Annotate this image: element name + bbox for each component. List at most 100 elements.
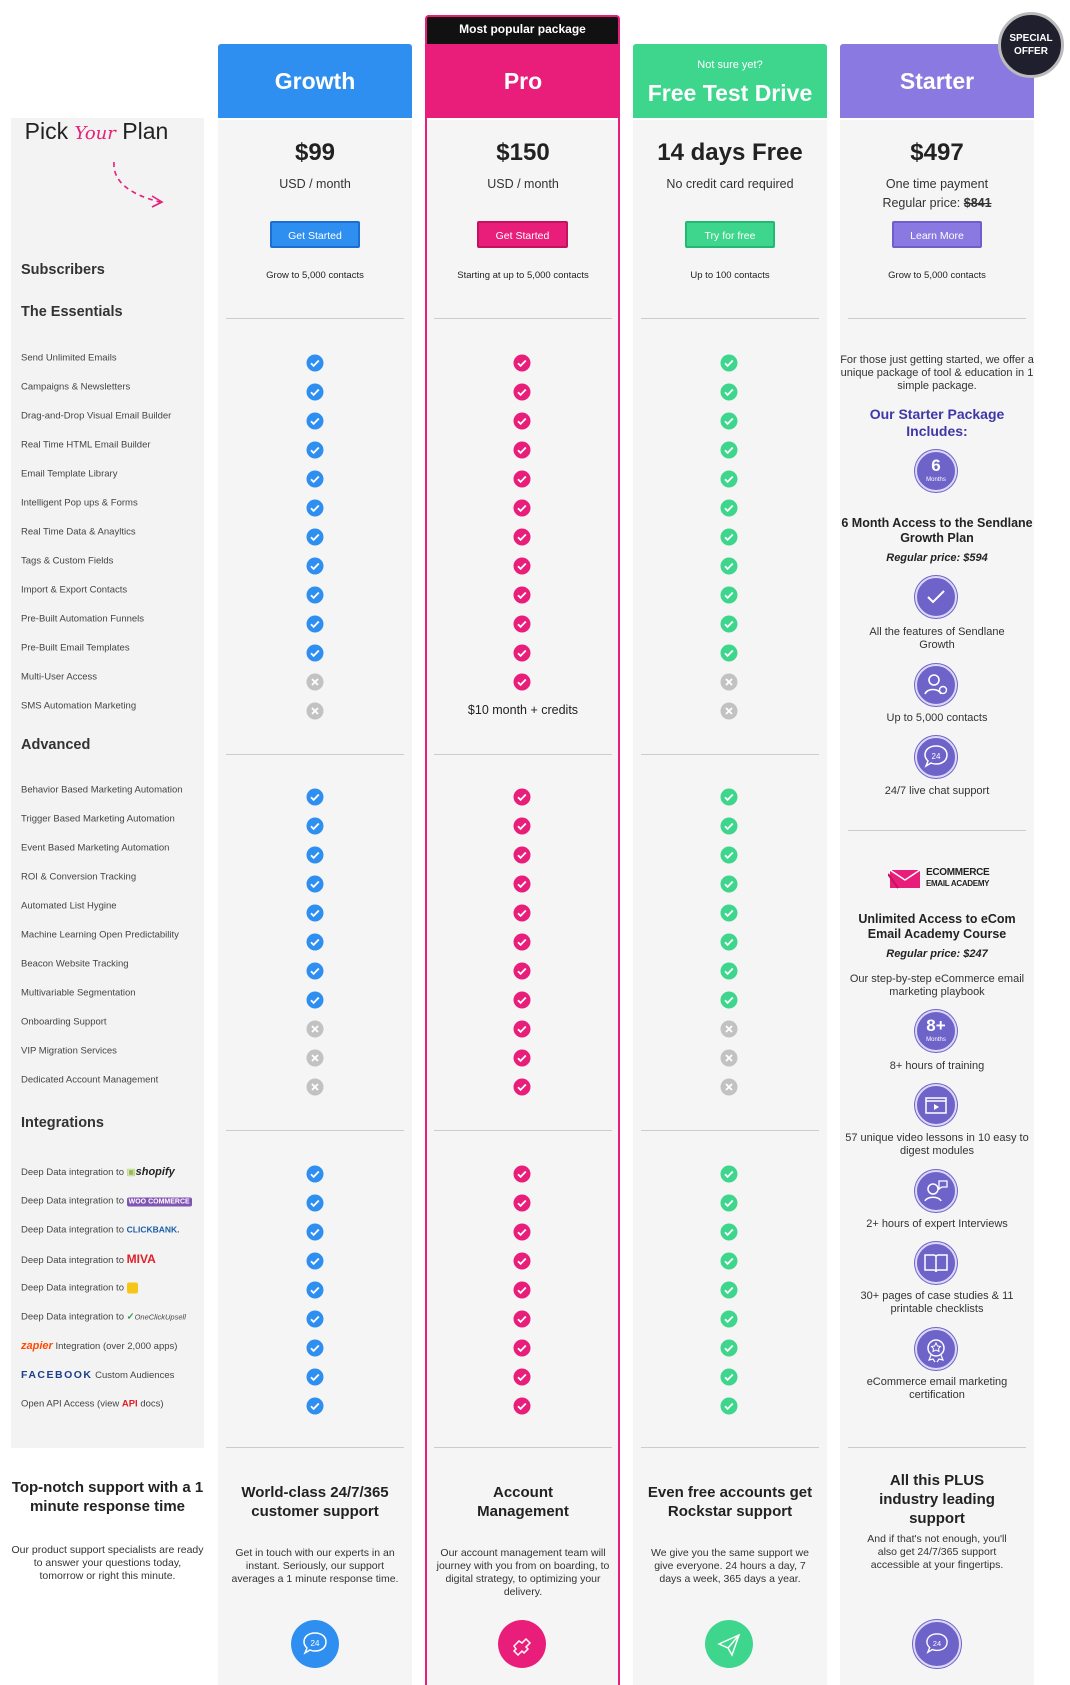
- check-icon: [513, 817, 531, 835]
- feature-label: Multivariable Segmentation: [21, 987, 136, 999]
- cross-icon: [720, 673, 738, 691]
- starter-chat: 24/7 live chat support: [884, 785, 990, 797]
- six-months-icon: 6 Months: [915, 450, 957, 492]
- check-icon: [720, 383, 738, 401]
- feature-label: Real Time Data & Anayltics: [21, 526, 136, 538]
- cross-icon: [306, 1078, 324, 1096]
- plan-word: Plan: [122, 118, 169, 144]
- section-divider: [641, 754, 819, 755]
- cross-icon: [720, 1020, 738, 1038]
- clickbank-logo: CLICKBANK.: [126, 1224, 180, 1235]
- try-free-button[interactable]: Try for free: [685, 221, 775, 248]
- starter-academy: Unlimited Access to eCom Email Academy C…: [858, 912, 1016, 941]
- check-icon: [720, 615, 738, 633]
- check-icon: [306, 354, 324, 372]
- section-divider: [226, 318, 404, 319]
- check-icon: [513, 962, 531, 980]
- feature-label: Onboarding Support: [21, 1016, 107, 1028]
- check-icon: [306, 644, 324, 662]
- check-icon: [720, 1397, 738, 1415]
- api-link[interactable]: API: [121, 1398, 138, 1410]
- eight-hours-number: 8+: [926, 1016, 946, 1035]
- column-free: [633, 120, 827, 1685]
- deep-data-text: Deep Data integration to: [21, 1195, 124, 1207]
- billing-pro: USD / month: [487, 177, 559, 191]
- logo-academy-text: EMAIL ACADEMY: [926, 879, 990, 888]
- check-icon: [513, 586, 531, 604]
- get-started-pro-button[interactable]: Get Started: [477, 221, 568, 248]
- check-icon: [306, 499, 324, 517]
- starter-playbook: Our step-by-step eCommerce email marketi…: [849, 973, 1025, 998]
- integration-woo-label: Deep Data integration to WOO COMMERCE: [21, 1196, 192, 1207]
- section-divider: [641, 1130, 819, 1131]
- support-chat-icon: 24: [291, 1620, 339, 1668]
- video-lessons-icon: [915, 1084, 957, 1126]
- section-divider: [226, 1447, 404, 1448]
- check-icon: [513, 991, 531, 1009]
- header-growth: Growth: [218, 44, 412, 118]
- check-icon: [720, 904, 738, 922]
- integration-oneclick-label: Deep Data integration to ✓OneClickUpsell: [21, 1312, 186, 1323]
- check-icon: [306, 1339, 324, 1357]
- column-growth: [218, 120, 412, 1685]
- feature-label: Beacon Website Tracking: [21, 958, 129, 970]
- check-icon: [513, 933, 531, 951]
- feature-label: Campaigns & Newsletters: [21, 381, 131, 393]
- starter-support-chat-icon: 24: [913, 1620, 961, 1668]
- certification-medal-icon: [915, 1328, 957, 1370]
- check-icon: [720, 644, 738, 662]
- check-icon: [306, 528, 324, 546]
- checkmark-feature-icon: [915, 576, 957, 618]
- integration-yellow-label: Deep Data integration to: [21, 1282, 138, 1294]
- learn-more-button[interactable]: Learn More: [892, 221, 982, 248]
- check-icon: [513, 383, 531, 401]
- section-divider: [434, 1130, 612, 1131]
- feature-label: Multi-User Access: [21, 671, 98, 683]
- your-word: Your: [74, 123, 116, 144]
- deep-data-text: Deep Data integration to: [21, 1224, 124, 1236]
- check-icon: [513, 499, 531, 517]
- check-icon: [720, 1281, 738, 1299]
- feature-label: VIP Migration Services: [21, 1045, 117, 1057]
- check-icon: [720, 557, 738, 575]
- footer-free-text: We give you the same support we give eve…: [651, 1547, 809, 1585]
- facebook-text: Custom Audiences: [95, 1370, 175, 1381]
- zapier-logo: zapier: [21, 1340, 53, 1352]
- woocommerce-logo: WOO COMMERCE: [126, 1197, 192, 1207]
- check-icon: [513, 644, 531, 662]
- check-icon: [513, 557, 531, 575]
- billing-starter: One time payment: [885, 177, 989, 191]
- pick-your-plan-heading: Pick Your Plan: [0, 118, 193, 145]
- integration-clickbank-label: Deep Data integration to CLICKBANK.: [21, 1225, 180, 1236]
- footer-growth-text: Get in touch with our experts in an inst…: [231, 1547, 399, 1585]
- eight-hours-icon: 8+ Months: [915, 1010, 957, 1052]
- check-icon: [306, 1194, 324, 1212]
- section-divider: [434, 318, 612, 319]
- check-icon: [306, 412, 324, 430]
- check-icon: [306, 817, 324, 835]
- check-icon: [720, 1368, 738, 1386]
- pick-word: Pick: [24, 118, 69, 144]
- check-icon: [513, 1339, 531, 1357]
- footer-free-title: Even free accounts get Rockstar support: [647, 1484, 813, 1520]
- six-months-label: Months: [926, 477, 946, 483]
- starter-intro: For those just getting started, we offer…: [840, 354, 1034, 392]
- check-icon: [513, 904, 531, 922]
- check-icon: [720, 933, 738, 951]
- yellow-app-icon: [126, 1282, 138, 1294]
- section-divider: [848, 318, 1026, 319]
- feature-label: SMS Automation Marketing: [21, 700, 137, 712]
- get-started-growth-button[interactable]: Get Started: [270, 221, 360, 248]
- starter-certification: eCommerce email marketing certification: [866, 1376, 1008, 1401]
- check-icon: [306, 962, 324, 980]
- starter-includes: Our Starter Package Includes:: [869, 406, 1005, 439]
- check-icon: [720, 817, 738, 835]
- not-sure-text: Not sure yet?: [697, 59, 763, 71]
- check-icon: [306, 470, 324, 488]
- curved-arrow-icon: [113, 161, 164, 208]
- check-icon: [513, 1397, 531, 1415]
- check-icon: [720, 991, 738, 1009]
- check-icon: [513, 788, 531, 806]
- contacts-free: Up to 100 contacts: [690, 270, 770, 281]
- contacts-icon: [915, 664, 957, 706]
